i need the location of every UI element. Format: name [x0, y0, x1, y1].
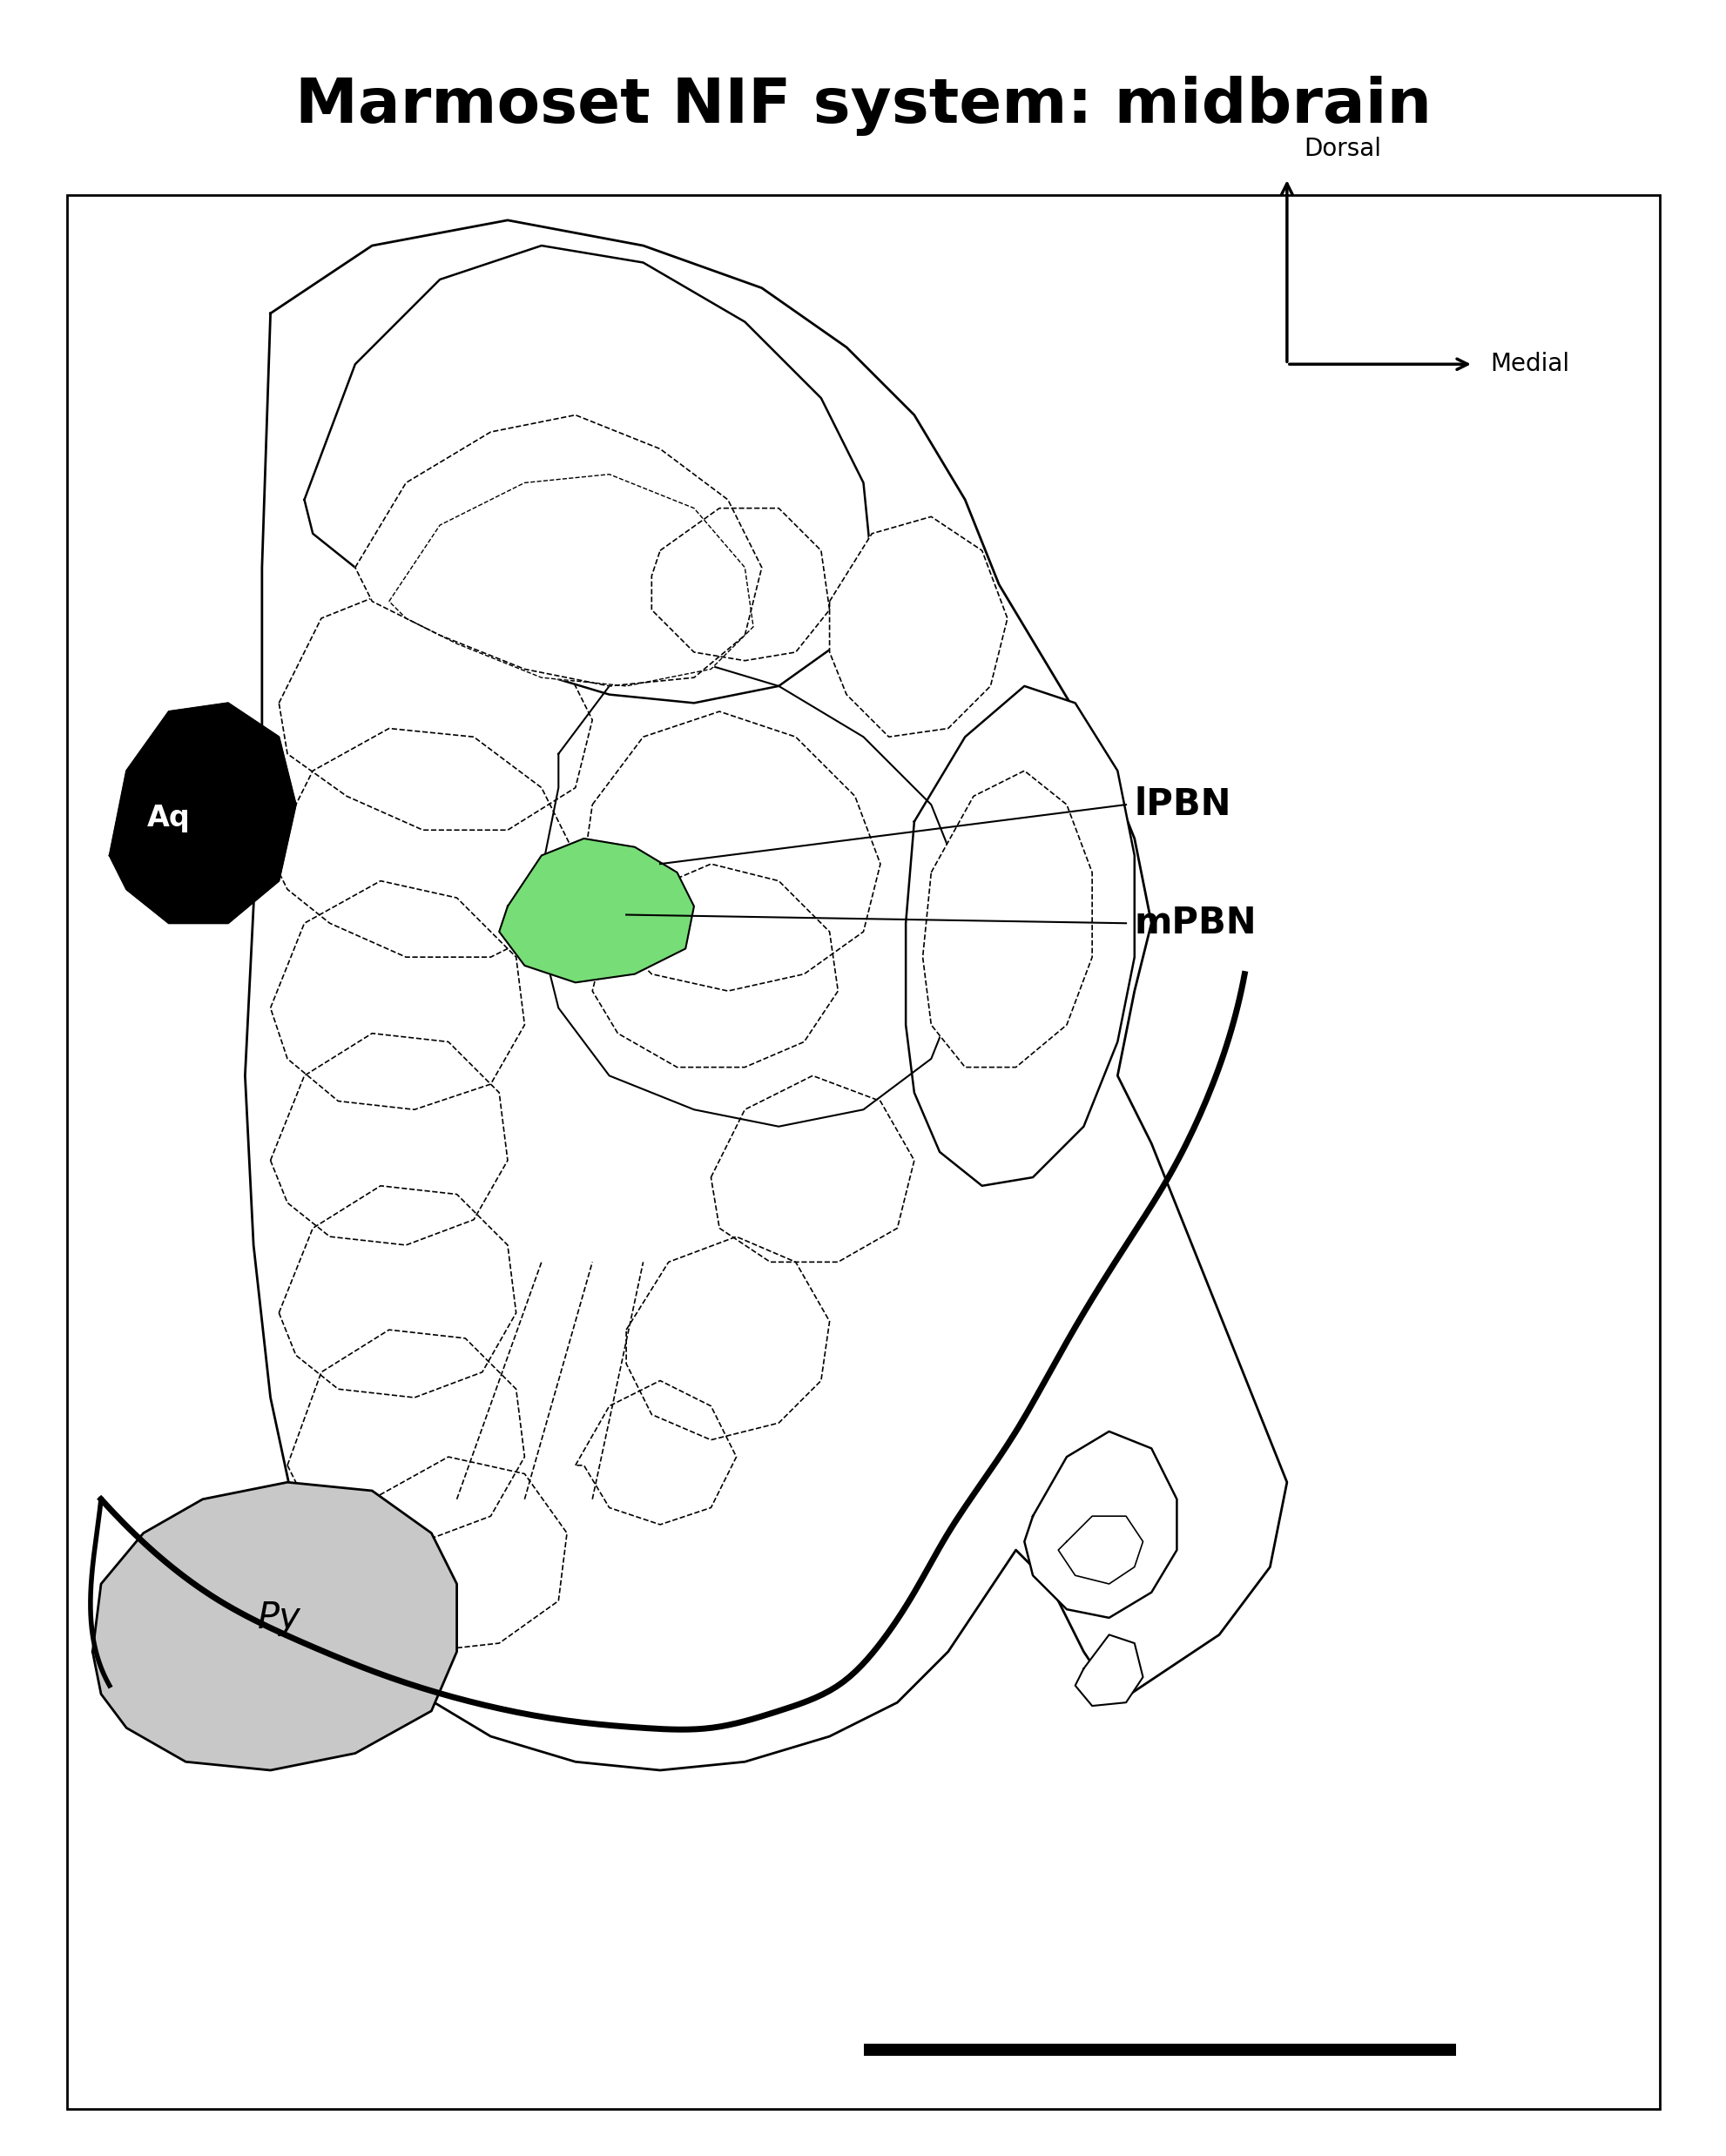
Polygon shape	[828, 517, 1006, 737]
Polygon shape	[388, 474, 753, 686]
Text: Dorsal: Dorsal	[1303, 136, 1381, 162]
Polygon shape	[1058, 1516, 1143, 1585]
Polygon shape	[356, 414, 761, 686]
Text: Aq: Aq	[147, 804, 190, 832]
Polygon shape	[271, 1033, 507, 1246]
Polygon shape	[651, 509, 828, 660]
Polygon shape	[922, 770, 1091, 1067]
Polygon shape	[1024, 1432, 1175, 1617]
Polygon shape	[711, 1076, 913, 1261]
Text: lPBN: lPBN	[1134, 787, 1231, 824]
Polygon shape	[1075, 1634, 1143, 1705]
Text: Marmoset NIF system: midbrain: Marmoset NIF system: midbrain	[295, 75, 1431, 136]
Polygon shape	[542, 660, 965, 1125]
Polygon shape	[287, 1330, 525, 1542]
Polygon shape	[109, 703, 295, 923]
Polygon shape	[575, 1380, 735, 1524]
Polygon shape	[627, 1238, 828, 1440]
Polygon shape	[338, 1457, 566, 1651]
Polygon shape	[271, 729, 575, 957]
Polygon shape	[906, 686, 1134, 1186]
Polygon shape	[304, 246, 872, 703]
Polygon shape	[271, 882, 525, 1110]
Text: Medial: Medial	[1490, 351, 1569, 377]
Polygon shape	[499, 839, 694, 983]
Text: mPBN: mPBN	[1134, 906, 1257, 942]
Text: Py: Py	[257, 1600, 300, 1636]
Polygon shape	[592, 865, 837, 1067]
Polygon shape	[583, 711, 880, 992]
Polygon shape	[245, 220, 1286, 1770]
Polygon shape	[93, 1483, 457, 1770]
Polygon shape	[280, 584, 592, 830]
Polygon shape	[280, 1186, 516, 1397]
